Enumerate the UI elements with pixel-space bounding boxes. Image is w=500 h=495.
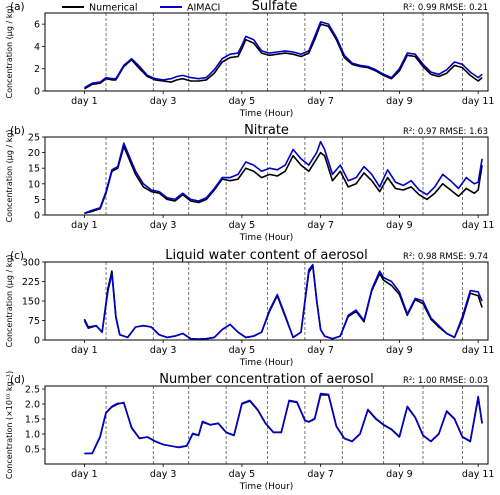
x-tick-label: day 1	[71, 96, 98, 107]
y-tick-label: 20	[28, 148, 40, 159]
y-axis-label: Concentration (μg / kg)	[5, 5, 14, 98]
x-tick-label: day 5	[229, 96, 256, 107]
x-tick-label: day 11	[462, 220, 495, 231]
x-tick-label: day 7	[307, 469, 334, 480]
y-tick-label: 300	[22, 258, 40, 269]
x-tick-label: day 9	[386, 220, 413, 231]
series-line-aimaci	[84, 140, 483, 214]
legend-label: Numerical	[89, 3, 137, 14]
series-line-aimaci	[83, 263, 483, 341]
panel-label: (c)	[10, 250, 24, 262]
y-axis-label: Concentration (×10¹⁰ kg⁻¹)	[5, 371, 14, 479]
stats-label: R²: 0.97 RMSE: 1.63	[403, 127, 488, 137]
chart-title: Liquid water content of aerosol	[165, 248, 367, 263]
chart-title: Sulfate	[252, 0, 298, 14]
x-tick-label: day 1	[71, 220, 98, 231]
y-tick-label: 225	[22, 277, 40, 288]
x-tick-label: day 3	[150, 469, 177, 480]
x-tick-label: day 7	[307, 345, 334, 356]
stats-label: R²: 0.98 RMSE: 9.74	[403, 252, 488, 262]
y-tick-label: 15	[28, 164, 40, 175]
x-axis-label: Time (Hour)	[239, 482, 294, 492]
y-tick-label: 10	[28, 179, 40, 190]
plot-frame	[44, 136, 489, 216]
stats-label: R²: 0.99 RMSE: 0.21	[403, 3, 488, 13]
panel-b: 0 5 10 15 20 25 day 1 day 3 day 5 day 7 day 9 day 1…	[5, 123, 494, 243]
x-tick-label: day 9	[386, 345, 413, 356]
series-line-aimaci	[84, 392, 483, 455]
panel-label: (b)	[10, 125, 25, 137]
y-tick-label: 6	[34, 20, 40, 31]
x-tick-label: day 5	[229, 345, 256, 356]
y-axis-label: Concentration (μg / kg)	[5, 129, 14, 222]
x-tick-label: day 1	[71, 469, 98, 480]
x-tick-label: day 9	[386, 469, 413, 480]
y-tick-label: 2.5	[25, 385, 40, 396]
series-line-numerical	[84, 23, 483, 90]
legend: Numerical AIMACI	[62, 3, 220, 14]
panel-c: 0 75 150 225 300 day 1 day 3 day 5 day 7 day 9 day…	[5, 248, 494, 368]
x-tick-label: day 11	[462, 96, 495, 107]
stats-label: R²: 1.00 RMSE: 0.03	[403, 376, 488, 386]
chart-title: Nitrate	[244, 123, 289, 138]
panel-label: (d)	[10, 374, 25, 386]
legend-label: AIMACI	[187, 3, 220, 14]
panel-label: (a)	[10, 1, 25, 13]
y-tick-label: 1.5	[25, 415, 40, 426]
y-tick-label: 0	[34, 87, 40, 98]
x-tick-label: day 3	[150, 220, 177, 231]
series-line-numerical	[83, 265, 483, 341]
chart-title: Number concentration of aerosol	[159, 372, 374, 387]
y-tick-label: 75	[28, 316, 40, 327]
y-tick-label: 25	[28, 133, 40, 144]
y-tick-label: 2	[34, 64, 40, 75]
series-line-numerical	[84, 145, 483, 215]
x-tick-label: day 9	[386, 96, 413, 107]
x-tick-label: day 5	[229, 469, 256, 480]
y-tick-label: 150	[22, 297, 40, 308]
x-tick-label: day 7	[307, 220, 334, 231]
x-tick-label: day 1	[71, 345, 98, 356]
y-tick-label: 0	[34, 336, 40, 347]
x-tick-label: day 11	[462, 345, 495, 356]
plot-frame	[44, 385, 489, 465]
y-tick-label: 4	[34, 42, 40, 53]
x-tick-label: day 7	[307, 96, 334, 107]
y-tick-label: 2.0	[25, 400, 40, 411]
y-axis-label: Concentration (μg / kg)	[5, 254, 14, 347]
x-tick-label: day 3	[150, 96, 177, 107]
x-tick-label: day 3	[150, 345, 177, 356]
y-tick-label: 0	[34, 211, 40, 222]
x-axis-label: Time (Hour)	[239, 233, 294, 243]
x-tick-label: day 11	[462, 469, 495, 480]
y-tick-label: 5	[34, 195, 40, 206]
panel-d: 0.5 1.0 1.5 2.0 2.5 day 1 day 3 day 5 day 7 day 9…	[5, 371, 494, 492]
plot-frame	[44, 12, 489, 92]
x-axis-label: Time (Hour)	[239, 358, 294, 368]
x-axis-label: Time (Hour)	[239, 109, 294, 119]
y-tick-label: 0.5	[25, 445, 40, 456]
x-tick-label: day 5	[229, 220, 256, 231]
panel-a: 0 2 4 6 day 1 day 3 day 5 day 7 day 9 day 11 Time …	[5, 0, 494, 119]
series-line-aimaci	[84, 21, 483, 89]
y-tick-label: 1.0	[25, 430, 40, 441]
